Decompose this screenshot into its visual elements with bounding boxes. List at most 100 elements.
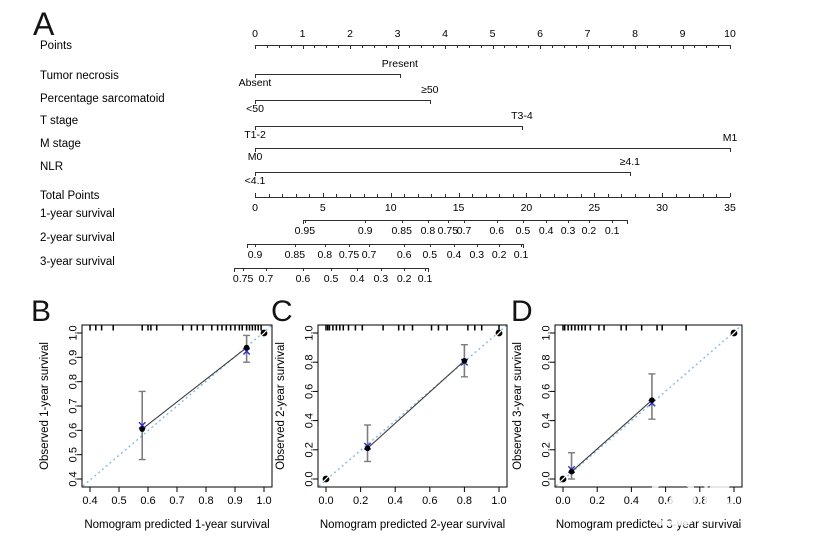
nomogram-scale-line bbox=[246, 244, 523, 245]
axis-minor-tick bbox=[716, 194, 718, 197]
category-end-tick bbox=[255, 172, 256, 176]
x-axis-title: Nomogram predicted 2-year survival bbox=[320, 519, 505, 531]
axis-major-tick bbox=[540, 45, 541, 49]
calibration-plot-3-year: 0.00.00.20.20.40.40.60.60.80.81.01.0Nomo… bbox=[512, 324, 743, 531]
axis-minor-tick bbox=[350, 194, 351, 197]
scale-end-tick bbox=[234, 268, 236, 272]
nomogram-row-label: 1-year survival bbox=[40, 208, 115, 220]
scale-tick-label: 0.9 bbox=[247, 249, 263, 261]
axis-tick-label: 4 bbox=[442, 28, 448, 40]
nomogram-category-line bbox=[255, 148, 730, 149]
nomogram-row-label: 2-year survival bbox=[40, 232, 115, 244]
scale-tick-label: 0.2 bbox=[396, 273, 412, 285]
axis-minor-tick bbox=[646, 45, 648, 48]
category-low-label: <4.1 bbox=[244, 175, 266, 187]
scale-tick bbox=[588, 220, 590, 223]
y-tick-label: 0.0 bbox=[304, 471, 316, 486]
category-end-tick bbox=[399, 74, 401, 78]
x-tick-label: 0.6 bbox=[422, 495, 437, 507]
axis-major-tick bbox=[526, 193, 528, 197]
corner-point-slash bbox=[495, 329, 503, 337]
x-tick-label: 0.0 bbox=[555, 495, 570, 507]
category-end-tick bbox=[255, 74, 256, 78]
nomogram-category-line bbox=[255, 172, 630, 173]
x-axis-title: Nomogram predicted 3-year survival bbox=[556, 519, 741, 531]
scale-tick bbox=[265, 268, 267, 271]
category-end-tick bbox=[255, 148, 256, 152]
axis-tick-label: 35 bbox=[724, 202, 736, 214]
axis-minor-tick bbox=[282, 194, 284, 197]
nomogram-row-label: NLR bbox=[40, 161, 64, 173]
x-tick-label: 0.2 bbox=[353, 495, 368, 507]
scale-tick bbox=[454, 244, 456, 247]
scale-tick-label: 0.75 bbox=[437, 225, 459, 237]
data-point bbox=[243, 344, 250, 351]
axis-minor-tick bbox=[689, 194, 691, 197]
axis-major-tick bbox=[322, 193, 324, 197]
axis-tick-label: 20 bbox=[520, 202, 533, 214]
y-axis-title: Observed 1-year survival bbox=[39, 342, 51, 470]
axis-minor-tick bbox=[621, 194, 623, 197]
nomogram-row-label: Total Points bbox=[40, 190, 100, 202]
calibration-plot-1-year: 0.40.4 0.5 0.5 0.6 0.6 0.7 0.7 0.8 0.8 0.9 0.9 1.0 1… bbox=[39, 324, 273, 531]
scale-tick-label: 0.85 bbox=[284, 249, 306, 261]
y-tick-label: 0.6 bbox=[68, 423, 80, 438]
category-high-label: T3-4 bbox=[511, 110, 533, 122]
axis-major-tick bbox=[635, 45, 636, 49]
axis-major-tick bbox=[730, 193, 731, 197]
axis-minor-tick bbox=[718, 45, 720, 48]
scale-tick bbox=[499, 244, 501, 247]
category-end-tick bbox=[255, 100, 256, 104]
axis-minor-tick bbox=[675, 194, 677, 197]
nomogram-axis-line bbox=[255, 197, 730, 198]
axis-tick-label: 25 bbox=[588, 202, 601, 214]
y-tick-label: 1.0 bbox=[304, 325, 316, 340]
scale-tick bbox=[255, 244, 256, 247]
scale-tick-label: 0.5 bbox=[422, 249, 438, 261]
axis-minor-tick bbox=[433, 45, 435, 48]
axis-minor-tick bbox=[702, 194, 704, 197]
axis-minor-tick bbox=[648, 194, 650, 197]
scale-tick bbox=[404, 244, 406, 247]
category-low-label: <50 bbox=[246, 103, 264, 115]
axis-major-tick bbox=[458, 193, 460, 197]
axis-minor-tick bbox=[377, 194, 379, 197]
axis-minor-tick bbox=[516, 45, 518, 48]
scale-tick bbox=[546, 220, 548, 223]
axis-minor-tick bbox=[607, 194, 609, 197]
scale-tick bbox=[302, 268, 304, 271]
y-tick-label: 0.6 bbox=[304, 384, 316, 399]
axis-minor-tick bbox=[336, 194, 338, 197]
scale-tick bbox=[365, 220, 367, 223]
scale-end-tick bbox=[246, 244, 248, 248]
scale-tick bbox=[612, 220, 614, 223]
axis-minor-tick bbox=[540, 194, 541, 197]
axis-minor-tick bbox=[431, 194, 433, 197]
watermark-logo-icon bbox=[650, 480, 696, 526]
watermark-text-en: MEDIECOGROUP bbox=[703, 514, 813, 525]
scale-tick-label: 0.3 bbox=[560, 225, 576, 237]
scale-tick-label: 0.85 bbox=[391, 225, 412, 237]
y-tick-label: 1.0 bbox=[541, 325, 553, 340]
category-high-label: ≥50 bbox=[421, 84, 439, 96]
plot-box bbox=[317, 324, 508, 488]
axis-minor-tick bbox=[472, 194, 474, 197]
axis-tick-label: 0 bbox=[252, 202, 258, 214]
scale-tick bbox=[496, 220, 498, 223]
x-tick-label: 0.4 bbox=[388, 495, 403, 507]
y-axis-title: Observed 3-year survival bbox=[512, 342, 524, 470]
x-tick-label: 0.6 bbox=[140, 495, 155, 507]
y-tick-label: 0.4 bbox=[304, 413, 316, 428]
axis-tick-label: 6 bbox=[537, 28, 543, 40]
axis-tick-label: 10 bbox=[384, 202, 397, 214]
category-end-tick bbox=[429, 100, 431, 104]
axis-minor-tick bbox=[512, 194, 514, 197]
axis-minor-tick bbox=[268, 194, 270, 197]
scale-tick bbox=[464, 220, 465, 223]
y-tick-label: 0.8 bbox=[541, 355, 553, 370]
y-tick-label: 0.5 bbox=[68, 447, 80, 462]
scale-tick-label: 0.4 bbox=[538, 225, 554, 237]
axis-tick-label: 8 bbox=[632, 28, 638, 40]
data-point bbox=[649, 397, 655, 403]
